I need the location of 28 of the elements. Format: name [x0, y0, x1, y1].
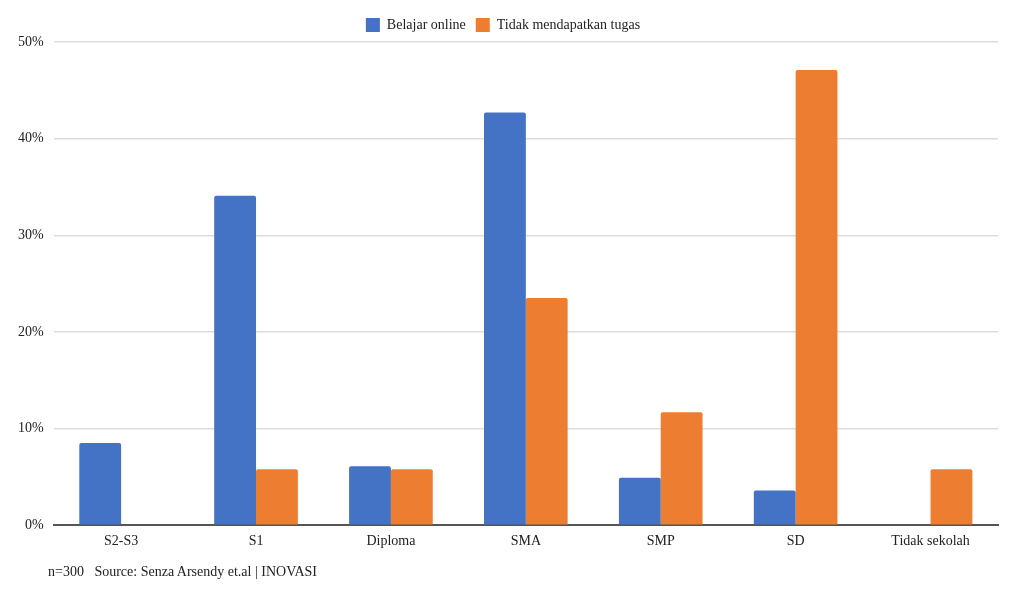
- y-tick-label: 0%: [24, 516, 44, 532]
- bar: [484, 112, 526, 525]
- bar: [795, 70, 838, 525]
- bar: [349, 466, 391, 525]
- legend-label: Belajar online: [386, 16, 466, 32]
- text: n=300 Source: Senza Arsendy et.al | INOVASI: [48, 564, 318, 580]
- bar: [390, 469, 433, 525]
- x-tick-label: SD: [786, 533, 805, 549]
- y-tick-label: 20%: [17, 323, 44, 339]
- bar: [256, 469, 298, 525]
- x-tick-label: SMP: [646, 533, 675, 549]
- y-tick-label: 40%: [17, 130, 44, 146]
- y-tick-label: 30%: [17, 226, 44, 242]
- y-tick-label: 10%: [17, 420, 44, 436]
- bar: [618, 477, 661, 525]
- x-tick-label: S1: [248, 533, 264, 549]
- bar: [930, 469, 973, 525]
- x-tick-label: SMA: [510, 533, 542, 549]
- x-tick-label: S2-S3: [104, 533, 139, 549]
- x-tick-label: Tidak sekolah: [891, 533, 970, 549]
- x-tick-label: Diploma: [366, 533, 417, 549]
- y-tick-label: 50%: [17, 33, 44, 49]
- bar: [753, 490, 796, 525]
- bar: [525, 298, 568, 525]
- bar: [214, 195, 257, 525]
- bar: [660, 412, 703, 525]
- bar: [79, 443, 122, 525]
- legend-label: Tidak mendapatkan tugas: [496, 16, 641, 32]
